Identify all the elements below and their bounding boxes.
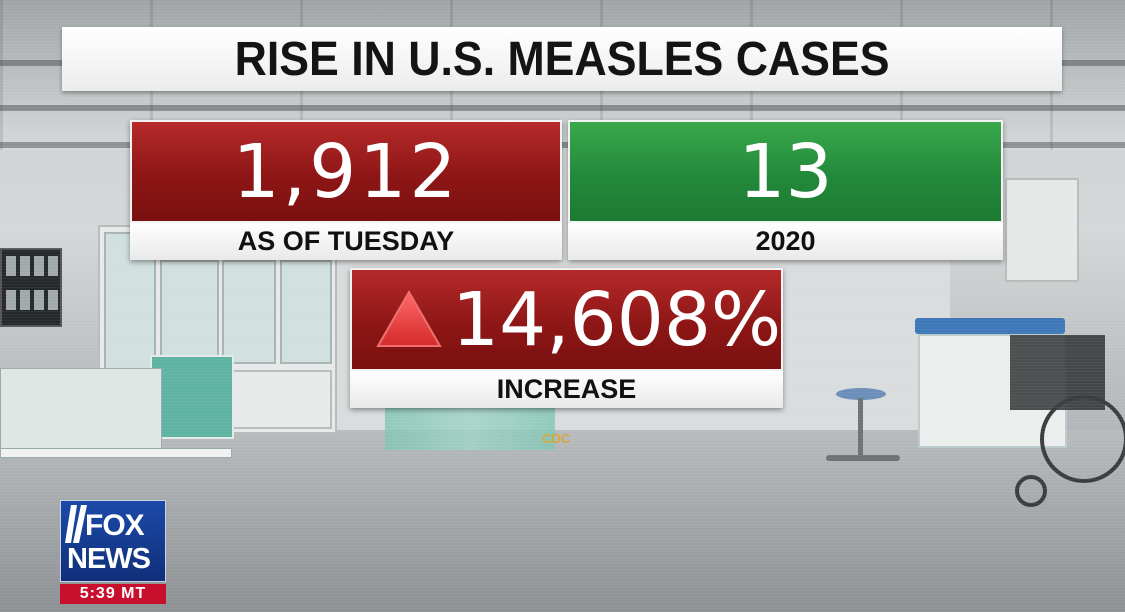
cabinet-glass <box>280 260 332 364</box>
cabinet-glass <box>160 260 219 364</box>
headline: RISE IN U.S. MEASLES CASES <box>234 32 890 86</box>
hospital-bed-headboard <box>150 355 234 439</box>
searchlight-stripes-icon <box>65 505 87 543</box>
previous-cases-label: 2020 <box>568 223 1003 260</box>
broadcast-time: 5:39 MT <box>60 584 166 604</box>
ceiling-beam <box>0 142 1125 148</box>
logo-news-text: NEWS <box>67 543 151 575</box>
logo-box: FOX NEWS <box>60 500 166 582</box>
current-cases-box: 1,912 AS OF TUESDAY <box>130 120 562 260</box>
current-cases-value: 1,912 <box>130 120 562 223</box>
increase-value: 14,608% <box>452 276 782 363</box>
wall-cabinet <box>1005 178 1079 282</box>
stool <box>836 388 886 400</box>
increase-value-panel: 14,608% <box>350 268 783 371</box>
fox-news-logo: FOX NEWS 5:39 MT <box>60 500 166 606</box>
current-cases-label: AS OF TUESDAY <box>130 223 562 260</box>
xray-viewer <box>0 248 62 327</box>
wheelchair-caster <box>1015 475 1047 507</box>
previous-cases-box: 13 2020 <box>568 120 1003 260</box>
increase-box: 14,608% INCREASE <box>350 268 783 408</box>
bed-rail <box>0 448 232 458</box>
exam-counter <box>915 318 1065 334</box>
headline-bar: RISE IN U.S. MEASLES CASES <box>62 27 1062 91</box>
ceiling-beam <box>0 105 1125 111</box>
logo-fox-text: FOX <box>85 509 145 542</box>
up-triangle-icon <box>376 289 442 347</box>
hospital-bed <box>0 368 162 450</box>
previous-cases-value: 13 <box>568 120 1003 223</box>
increase-label: INCREASE <box>350 371 783 408</box>
stool-leg <box>858 398 863 460</box>
source-credit: CDC <box>542 431 571 446</box>
stool-base <box>826 455 900 461</box>
cabinet-glass <box>222 260 276 364</box>
floor <box>0 430 1125 612</box>
